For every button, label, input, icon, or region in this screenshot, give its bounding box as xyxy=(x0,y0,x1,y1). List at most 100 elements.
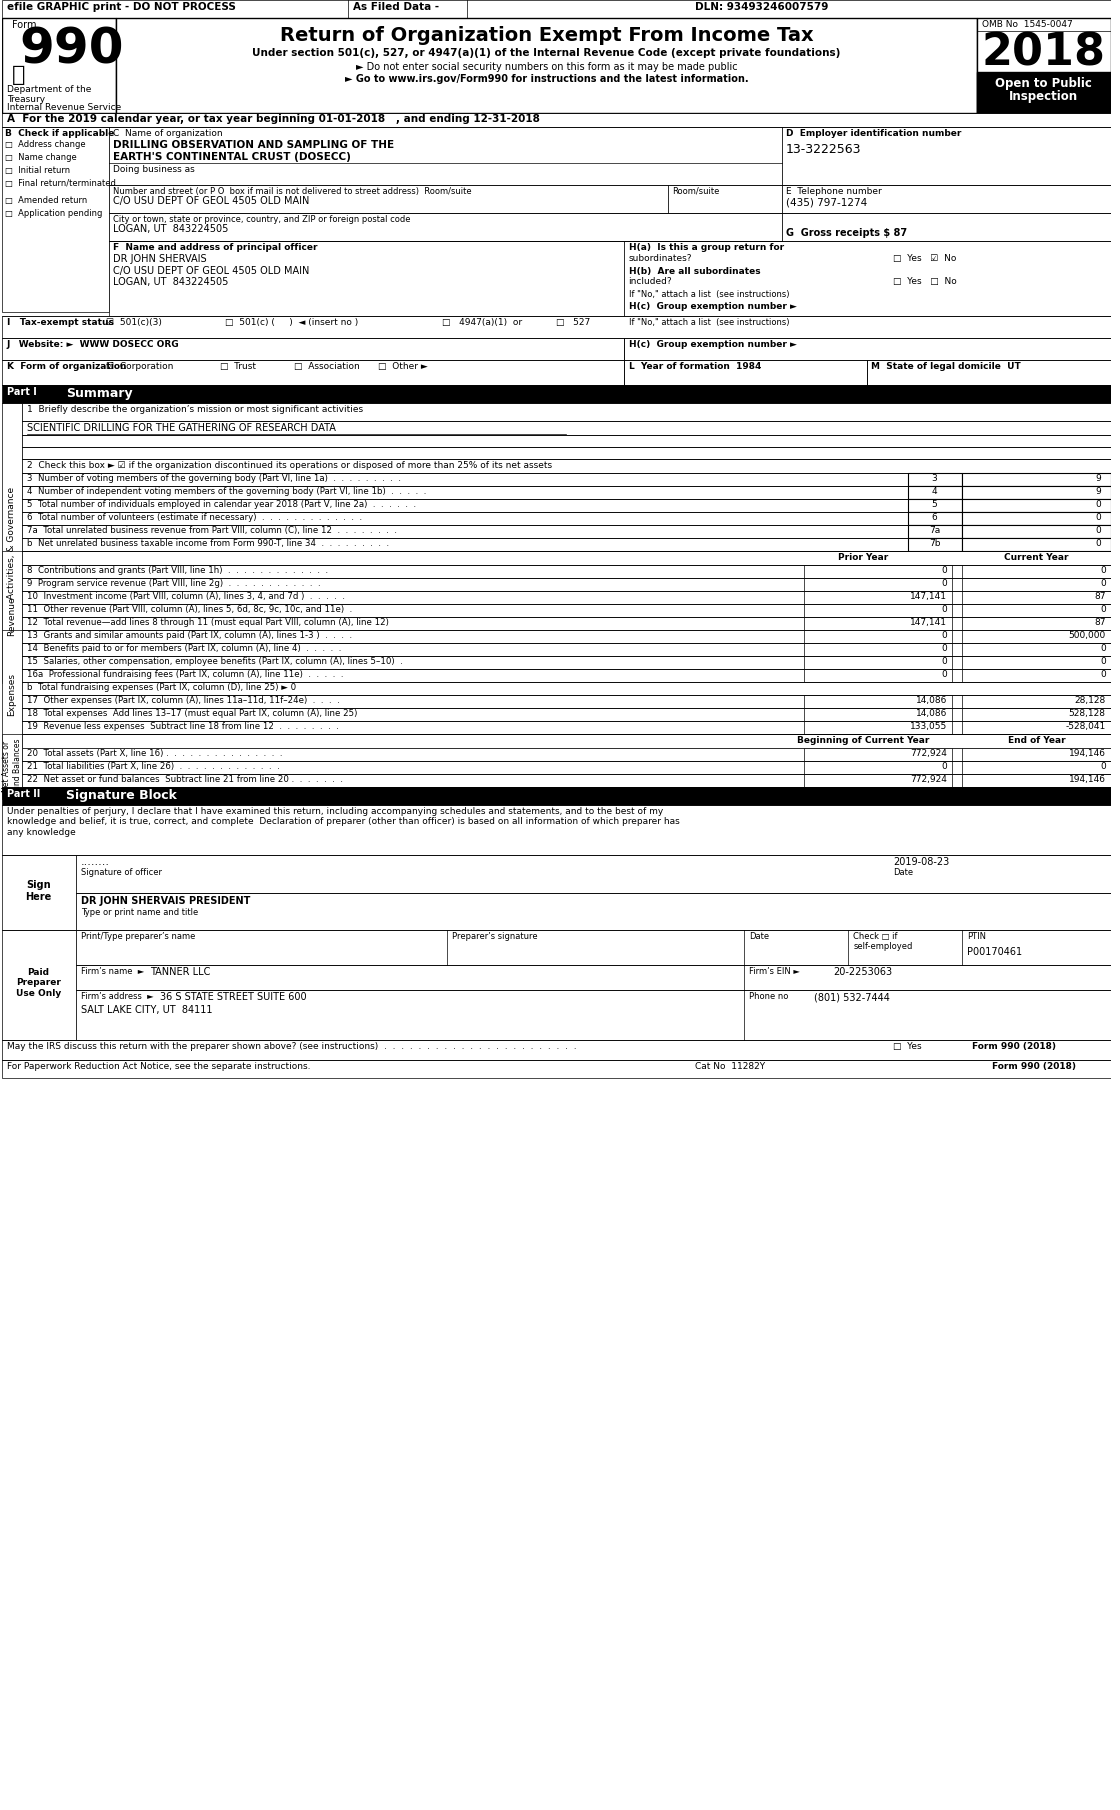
Text: 3: 3 xyxy=(932,474,937,483)
Bar xyxy=(76,990,1111,1041)
Text: Phone no: Phone no xyxy=(749,992,792,1001)
Bar xyxy=(804,605,952,617)
Text: 772,924: 772,924 xyxy=(911,775,948,784)
Text: 9  Program service revenue (Part VIII, line 2g)  .  .  .  .  .  .  .  .  .  .  .: 9 Program service revenue (Part VIII, li… xyxy=(27,579,320,588)
Text: E  Telephone number: E Telephone number xyxy=(786,186,881,195)
Text: 0: 0 xyxy=(1095,500,1101,509)
Text: ........: ........ xyxy=(81,856,110,867)
Bar xyxy=(977,18,1111,112)
Text: 0: 0 xyxy=(942,579,948,588)
Text: If "No," attach a list  (see instructions): If "No," attach a list (see instructions… xyxy=(628,290,790,299)
Bar xyxy=(21,775,1111,787)
Text: 3  Number of voting members of the governing body (Part VI, line 1a)  .  .  .  .: 3 Number of voting members of the govern… xyxy=(27,474,401,483)
Text: DRILLING OBSERVATION AND SAMPLING OF THE
EARTH'S CONTINENTAL CRUST (DOSECC): DRILLING OBSERVATION AND SAMPLING OF THE… xyxy=(113,139,394,161)
Text: □  501(c) (     )  ◄ (insert no ): □ 501(c) ( ) ◄ (insert no ) xyxy=(225,319,358,328)
Text: B  Check if applicable: B Check if applicable xyxy=(4,129,114,138)
Text: Firm’s address  ►: Firm’s address ► xyxy=(81,992,153,1001)
Bar xyxy=(109,241,624,317)
Text: 19  Revenue less expenses  Subtract line 18 from line 12  .  .  .  .  .  .  .  .: 19 Revenue less expenses Subtract line 1… xyxy=(27,722,338,731)
Bar xyxy=(21,512,1111,525)
Text: efile GRAPHIC print - DO NOT PROCESS: efile GRAPHIC print - DO NOT PROCESS xyxy=(7,2,236,13)
Bar xyxy=(21,748,1111,760)
Text: Form 990 (2018): Form 990 (2018) xyxy=(992,1062,1076,1072)
Text: Department of the
Treasury: Department of the Treasury xyxy=(7,85,91,105)
Text: 13  Grants and similar amounts paid (Part IX, column (A), lines 1-3 )  .  .  .  : 13 Grants and similar amounts paid (Part… xyxy=(27,632,352,641)
Text: 4: 4 xyxy=(932,487,937,496)
Text: Paid
Preparer
Use Only: Paid Preparer Use Only xyxy=(16,968,62,997)
Bar xyxy=(21,643,1111,655)
Bar xyxy=(2,386,1111,404)
Text: 0: 0 xyxy=(1100,644,1105,653)
Bar xyxy=(21,605,1111,617)
Bar xyxy=(962,760,1111,775)
Bar xyxy=(962,487,1111,500)
Bar xyxy=(804,695,952,708)
Bar xyxy=(21,760,1111,775)
Bar xyxy=(962,592,1111,605)
Text: 87: 87 xyxy=(1094,617,1105,626)
Bar xyxy=(624,241,1111,317)
Text: □  Trust: □ Trust xyxy=(220,362,255,371)
Text: 28,128: 28,128 xyxy=(1074,697,1105,706)
Text: 0: 0 xyxy=(1095,512,1101,521)
Bar xyxy=(21,460,1111,472)
Text: 990: 990 xyxy=(20,25,124,74)
Text: 2019-08-23: 2019-08-23 xyxy=(893,856,949,867)
Text: □  Other ►: □ Other ► xyxy=(379,362,428,371)
Text: 14  Benefits paid to or for members (Part IX, column (A), line 4)  .  .  .  .  .: 14 Benefits paid to or for members (Part… xyxy=(27,644,342,653)
Bar xyxy=(2,338,624,360)
Text: Net Assets or
Fund Balances: Net Assets or Fund Balances xyxy=(2,738,21,795)
Text: 0: 0 xyxy=(1100,567,1105,576)
Bar xyxy=(962,605,1111,617)
Text: 18  Total expenses  Add lines 13–17 (must equal Part IX, column (A), line 25): 18 Total expenses Add lines 13–17 (must … xyxy=(27,710,357,719)
Bar xyxy=(804,617,952,630)
Text: Activities, & Governance: Activities, & Governance xyxy=(8,487,17,599)
Text: K  Form of organization: K Form of organization xyxy=(7,362,127,371)
Text: ☑  501(c)(3): ☑ 501(c)(3) xyxy=(106,319,161,328)
Text: 5: 5 xyxy=(932,500,937,509)
Bar xyxy=(962,565,1111,577)
Bar xyxy=(21,577,1111,592)
Text: Part I: Part I xyxy=(7,387,37,396)
Bar xyxy=(962,748,1111,760)
Text: DLN: 93493246007579: DLN: 93493246007579 xyxy=(694,2,829,13)
Bar xyxy=(907,512,962,525)
Text: SALT LAKE CITY, UT  84111: SALT LAKE CITY, UT 84111 xyxy=(81,1005,213,1015)
Text: For Paperwork Reduction Act Notice, see the separate instructions.: For Paperwork Reduction Act Notice, see … xyxy=(7,1062,310,1072)
Bar xyxy=(2,18,115,112)
Bar xyxy=(804,670,952,682)
Text: Prior Year: Prior Year xyxy=(838,554,888,561)
Text: J   Website: ►  WWW DOSECC ORG: J Website: ► WWW DOSECC ORG xyxy=(7,340,179,349)
Text: 🦅: 🦅 xyxy=(12,65,26,85)
Text: 9: 9 xyxy=(1095,487,1101,496)
Text: ☑  Corporation: ☑ Corporation xyxy=(106,362,174,371)
Bar xyxy=(21,550,1111,565)
Bar xyxy=(21,592,1111,605)
Text: Preparer’s signature: Preparer’s signature xyxy=(452,932,538,941)
Text: 11  Other revenue (Part VIII, column (A), lines 5, 6d, 8c, 9c, 10c, and 11e)  .: 11 Other revenue (Part VIII, column (A),… xyxy=(27,605,352,614)
Text: □  Yes   ☑  No: □ Yes ☑ No xyxy=(893,253,956,262)
Bar xyxy=(76,930,1111,965)
Bar xyxy=(2,854,76,930)
Text: □  Application pending: □ Application pending xyxy=(4,208,102,217)
Text: □  Address change: □ Address change xyxy=(4,139,85,148)
Bar xyxy=(2,360,624,386)
Text: Inspection: Inspection xyxy=(1009,90,1077,103)
Text: 20-2253063: 20-2253063 xyxy=(833,967,893,977)
Text: Part II: Part II xyxy=(7,789,40,798)
Text: 772,924: 772,924 xyxy=(911,749,948,758)
Text: Under penalties of perjury, I declare that I have examined this return, includin: Under penalties of perjury, I declare th… xyxy=(7,807,680,836)
Text: 0: 0 xyxy=(942,670,948,679)
Text: 528,128: 528,128 xyxy=(1068,710,1105,719)
Bar xyxy=(804,655,952,670)
Bar xyxy=(962,643,1111,655)
Bar xyxy=(21,695,1111,708)
Text: 14,086: 14,086 xyxy=(916,697,948,706)
Text: 0: 0 xyxy=(1100,579,1105,588)
Bar xyxy=(109,127,782,311)
Text: □  Initial return: □ Initial return xyxy=(4,167,71,176)
Text: □   4947(a)(1)  or: □ 4947(a)(1) or xyxy=(442,319,523,328)
Text: F  Name and address of principal officer: F Name and address of principal officer xyxy=(113,243,317,252)
Text: C/O USU DEPT OF GEOL 4505 OLD MAIN: C/O USU DEPT OF GEOL 4505 OLD MAIN xyxy=(113,195,309,206)
Bar xyxy=(804,565,952,577)
